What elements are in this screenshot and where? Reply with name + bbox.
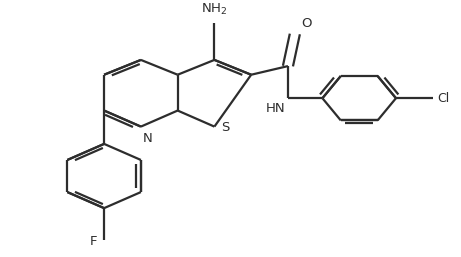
Text: N: N (143, 132, 153, 144)
Text: HN: HN (266, 102, 286, 115)
Text: S: S (221, 121, 230, 134)
Text: O: O (302, 17, 312, 30)
Text: F: F (90, 235, 97, 248)
Text: NH$_2$: NH$_2$ (201, 2, 228, 17)
Text: Cl: Cl (437, 92, 449, 105)
